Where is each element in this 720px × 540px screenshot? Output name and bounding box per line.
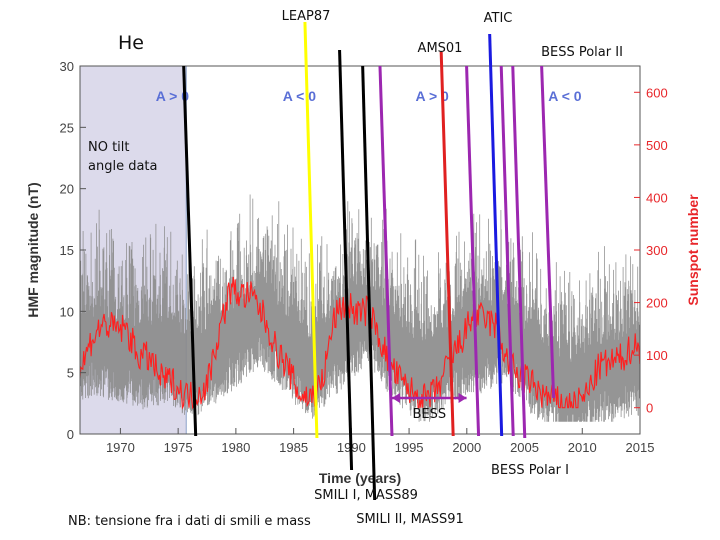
experiment-line (488, 33, 504, 437)
x-tick-label: 2005 (510, 440, 539, 455)
experiment-label: BESS Polar II (541, 45, 623, 60)
experiment-line (499, 65, 515, 437)
experiment-line (465, 65, 481, 437)
polarity-label: A > 0 (415, 88, 449, 104)
experiment-line (511, 65, 527, 439)
y-right-tick-label: 200 (646, 296, 668, 311)
y-right-tick-label: 400 (646, 190, 668, 205)
y-left-tick-label: 30 (60, 59, 74, 74)
experiment-line (361, 65, 377, 501)
experiment-label: AMS01 (418, 41, 463, 56)
no-tilt-label: NO tilt angle data (88, 140, 158, 174)
y-right-tick-label: 0 (646, 401, 653, 416)
y-left-tick-label: 25 (60, 120, 74, 135)
y-left-tick-label: 15 (60, 243, 74, 258)
y-right-tick-label: 600 (646, 85, 668, 100)
experiment-label: BESS Polar I (491, 463, 569, 478)
experiment-line (338, 49, 354, 471)
experiment-label: SMILI II, MASS91 (356, 512, 464, 527)
x-tick-label: 1980 (221, 440, 250, 455)
experiment-label: LEAP87 (282, 9, 331, 24)
y-left-tick-label: 20 (60, 182, 74, 197)
experiment-line (378, 65, 394, 437)
y-left-tick-label: 10 (60, 304, 74, 319)
x-tick-label: 2010 (568, 440, 597, 455)
y-right-axis-label: Sunspot number (685, 194, 701, 306)
experiment-line (540, 65, 556, 399)
x-tick-label: 2015 (626, 440, 655, 455)
x-tick-label: 1975 (164, 440, 193, 455)
bess-arrow-head-left (391, 393, 400, 403)
experiment-label: ATIC (484, 11, 513, 26)
polarity-label: A < 0 (548, 88, 582, 104)
he-label: He (118, 32, 144, 54)
bess-arrow-head-right (458, 393, 467, 403)
y-left-tick-label: 0 (67, 427, 74, 442)
polarity-label: A < 0 (283, 88, 317, 104)
polarity-label: A > 0 (156, 88, 190, 104)
bess-range-label: BESS (412, 407, 446, 422)
experiment-label: SMILI I, MASS89 (314, 488, 418, 503)
footnote: NB: tensione fra i dati di smili e mass (68, 514, 311, 529)
experiment-line (439, 51, 455, 437)
experiment-line (303, 21, 319, 439)
x-tick-label: 1970 (106, 440, 135, 455)
sunspot-series (79, 276, 641, 410)
x-tick-label: 2000 (452, 440, 481, 455)
y-right-tick-label: 300 (646, 243, 668, 258)
y-right-tick-label: 500 (646, 138, 668, 153)
x-tick-label: 1995 (395, 440, 424, 455)
x-tick-label: 1985 (279, 440, 308, 455)
y-left-axis-label: HMF magnitude (nT) (25, 182, 41, 317)
experiment-line (182, 65, 198, 437)
x-axis-label: Time (years) (319, 470, 401, 486)
y-right-tick-label: 100 (646, 348, 668, 363)
y-left-tick-label: 5 (67, 366, 74, 381)
